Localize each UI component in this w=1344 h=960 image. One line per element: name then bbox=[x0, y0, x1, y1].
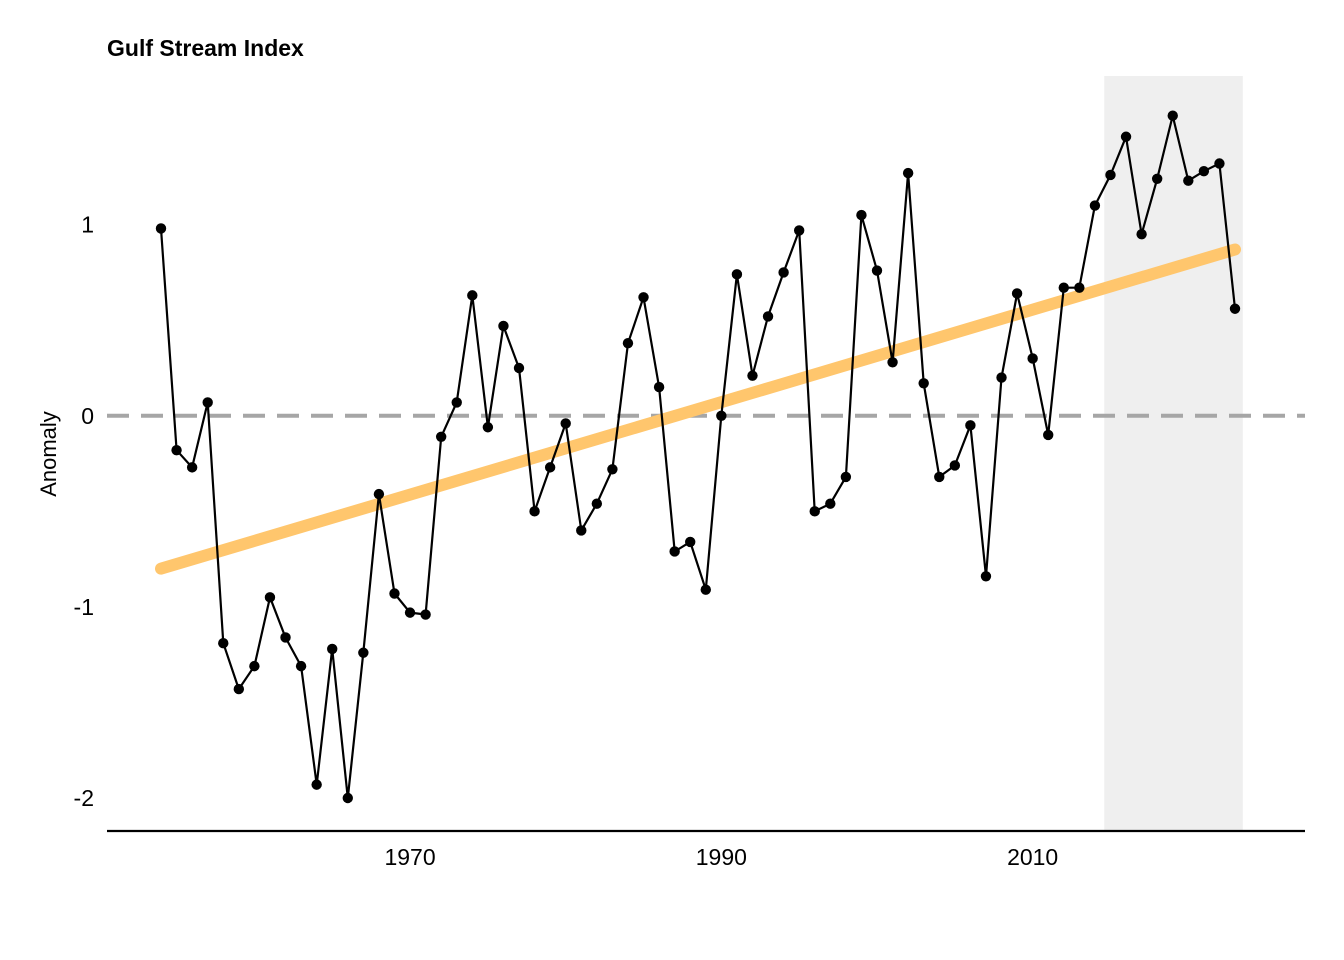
data-point bbox=[513, 362, 525, 374]
data-point bbox=[871, 265, 883, 276]
data-point bbox=[996, 372, 1007, 383]
data-point bbox=[171, 444, 182, 456]
data-point bbox=[1011, 288, 1023, 299]
data-point bbox=[700, 584, 711, 595]
data-point bbox=[451, 397, 462, 408]
y-tick-label: 1 bbox=[81, 212, 94, 238]
data-point bbox=[560, 418, 571, 429]
data-point bbox=[638, 292, 649, 303]
data-point bbox=[902, 167, 914, 179]
data-point bbox=[793, 225, 805, 236]
y-tick-label: -2 bbox=[74, 785, 94, 811]
y-tick-label: 0 bbox=[81, 403, 94, 429]
data-point bbox=[965, 420, 976, 431]
data-point bbox=[482, 422, 494, 433]
data-point bbox=[1198, 165, 1210, 177]
data-point bbox=[529, 506, 540, 517]
data-point bbox=[218, 638, 229, 649]
data-point bbox=[1183, 175, 1194, 186]
data-point bbox=[1136, 229, 1147, 240]
data-point bbox=[435, 431, 447, 442]
data-point bbox=[1074, 282, 1085, 293]
data-point bbox=[1027, 353, 1038, 364]
data-point bbox=[186, 462, 198, 473]
data-point bbox=[264, 592, 276, 603]
data-point bbox=[1151, 173, 1163, 184]
data-point bbox=[980, 571, 992, 582]
data-point bbox=[249, 660, 260, 672]
trend-line bbox=[155, 243, 1241, 575]
data-point bbox=[1105, 169, 1116, 181]
data-point bbox=[887, 357, 898, 368]
data-point bbox=[607, 464, 618, 475]
highlight-region bbox=[1104, 76, 1243, 831]
data-point bbox=[669, 546, 680, 557]
data-point bbox=[653, 381, 665, 393]
data-point bbox=[327, 643, 338, 655]
data-point bbox=[1058, 282, 1069, 293]
x-tick-label: 2010 bbox=[1007, 844, 1058, 870]
data-point bbox=[809, 506, 820, 517]
data-point bbox=[949, 460, 961, 471]
chart-title: Gulf Stream Index bbox=[107, 35, 304, 61]
data-point bbox=[622, 337, 634, 349]
data-point bbox=[716, 410, 727, 421]
data-point bbox=[233, 683, 245, 695]
data-point bbox=[840, 471, 852, 483]
data-point bbox=[202, 397, 213, 408]
data-point bbox=[467, 290, 478, 301]
data-point bbox=[731, 269, 743, 280]
data-point bbox=[1120, 131, 1132, 142]
data-point bbox=[544, 462, 556, 473]
data-point bbox=[311, 779, 322, 790]
data-point bbox=[420, 609, 431, 620]
data-point bbox=[825, 498, 836, 509]
data-point bbox=[389, 588, 400, 599]
data-point bbox=[280, 632, 291, 643]
data-point bbox=[295, 660, 307, 672]
data-point bbox=[934, 471, 945, 483]
data-point bbox=[1089, 200, 1101, 211]
data-point bbox=[856, 209, 867, 221]
data-point bbox=[498, 320, 509, 332]
x-tick-label: 1990 bbox=[696, 844, 747, 870]
y-tick-label: -1 bbox=[74, 594, 94, 620]
data-point bbox=[918, 378, 929, 389]
data-point bbox=[576, 525, 587, 536]
data-point bbox=[762, 311, 774, 322]
data-point bbox=[1043, 429, 1054, 441]
data-point bbox=[778, 267, 789, 278]
data-point bbox=[373, 488, 385, 500]
data-point bbox=[1229, 303, 1241, 314]
data-point bbox=[1214, 158, 1225, 169]
data-point bbox=[1167, 110, 1178, 121]
data-point bbox=[747, 370, 758, 381]
data-point bbox=[358, 647, 369, 658]
data-point bbox=[685, 536, 696, 548]
data-point bbox=[155, 223, 167, 234]
data-point bbox=[342, 792, 353, 804]
x-tick-label: 1970 bbox=[384, 844, 435, 870]
y-axis-label: Anomaly bbox=[36, 411, 61, 497]
data-point bbox=[591, 498, 603, 509]
series-line bbox=[159, 114, 1237, 800]
data-point bbox=[404, 607, 416, 618]
